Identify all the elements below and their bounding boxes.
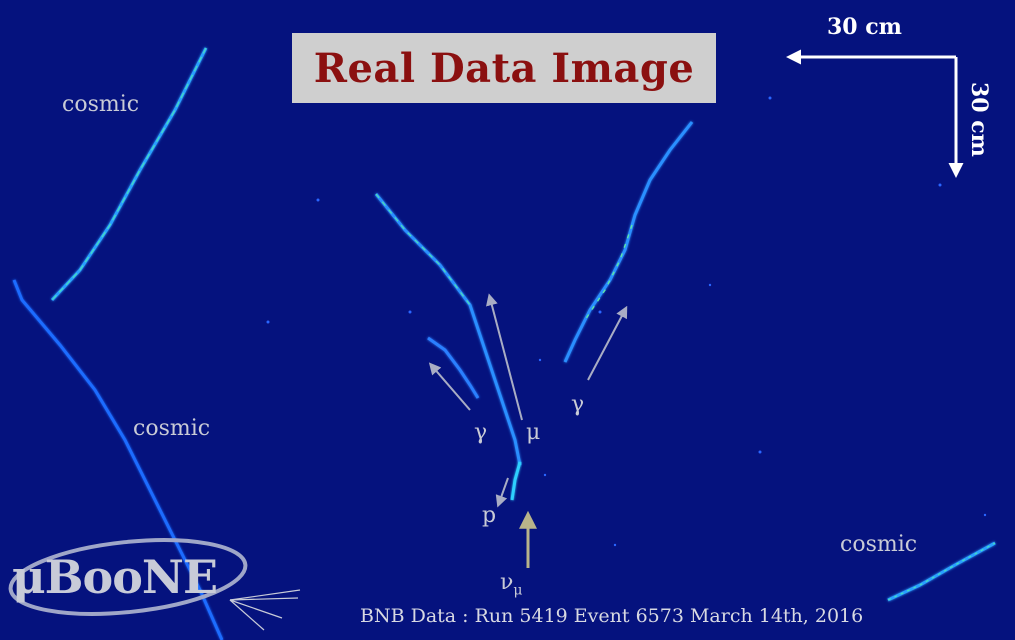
- noise-hits: [266, 96, 987, 547]
- page-title: Real Data Image: [313, 44, 695, 92]
- cosmic-track-top-left: [50, 47, 208, 302]
- arrow-gamma-right: [587, 305, 628, 381]
- arrow-muon: [486, 293, 523, 421]
- scale-label-vertical: 30 cm: [966, 82, 992, 157]
- scale-label-horizontal: 30 cm: [827, 14, 902, 40]
- event-caption: BNB Data : Run 5419 Event 6573 March 14t…: [360, 605, 864, 627]
- proton-track: [510, 461, 522, 501]
- label-neutrino-symbol: ν: [500, 570, 514, 595]
- cosmic-track-top-left-core: [51, 47, 207, 301]
- label-gamma-right: γ: [571, 392, 585, 417]
- label-neutrino: νμ: [500, 570, 522, 598]
- logo-ellipse: [8, 538, 248, 616]
- title-banner: Real Data Image: [292, 33, 716, 103]
- logo-tracks: [229, 589, 301, 631]
- cosmic-track-long: [12, 279, 224, 640]
- label-cosmic-mid-left: cosmic: [133, 416, 211, 441]
- experiment-logo: μBooNE: [12, 550, 218, 604]
- cosmic-track-bottom-right-core: [887, 542, 996, 601]
- muon-track-core: [375, 193, 471, 306]
- gamma-shower-left: [427, 336, 480, 399]
- label-muon: μ: [526, 420, 541, 445]
- gamma-shower-right: [563, 121, 694, 363]
- arrow-proton: [495, 477, 509, 508]
- label-cosmic-top-left: cosmic: [62, 92, 140, 117]
- label-proton: p: [482, 503, 497, 528]
- label-cosmic-bottom-right: cosmic: [840, 532, 918, 557]
- arrow-gamma-left: [428, 362, 471, 411]
- gamma-shower-right-core: [584, 224, 633, 321]
- label-gamma-left: γ: [474, 420, 488, 445]
- label-neutrino-subscript: μ: [513, 582, 523, 599]
